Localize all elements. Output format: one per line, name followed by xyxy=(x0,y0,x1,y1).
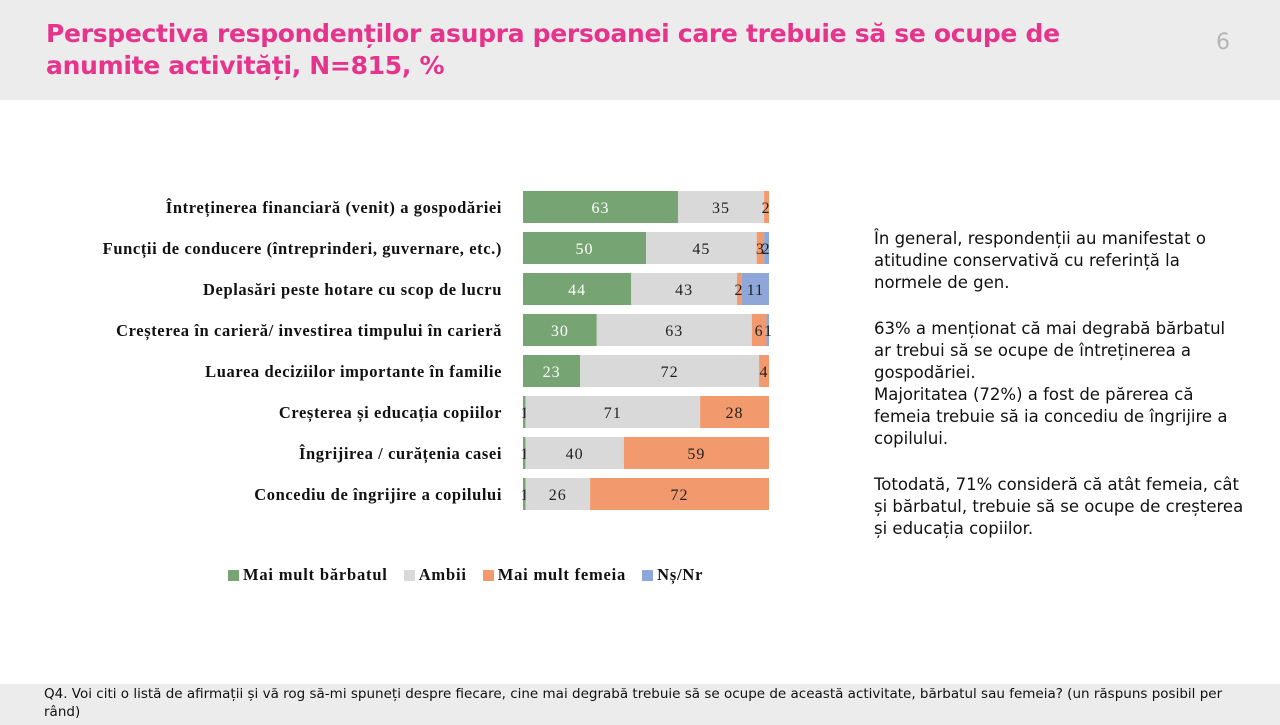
header-band xyxy=(0,0,1280,100)
bar-segment-barbatul xyxy=(523,396,526,428)
data-label-ambii: 63 xyxy=(665,323,683,340)
bar-segment-femeia xyxy=(764,191,769,223)
data-label-barbatul: 23 xyxy=(543,364,561,381)
bar-segment-ambii xyxy=(677,191,765,223)
commentary-paragraph-2a: 63% a menționat că mai degrabă bărbatul … xyxy=(874,319,1226,382)
category-label: Luarea deciziilor importante în familie xyxy=(205,362,502,381)
bar-segment-barbatul xyxy=(523,478,526,510)
data-label-femeia: 3 xyxy=(756,241,765,258)
data-label-femeia: 59 xyxy=(687,446,705,463)
category-label: Deplasări peste hotare cu scop de lucru xyxy=(203,280,502,299)
legend-item-femeia: Mai mult femeia xyxy=(482,565,627,585)
category-label: Concediu de îngrijire a copilului xyxy=(254,485,502,504)
bar-segment-barbatul xyxy=(523,273,632,305)
bar-segment-femeia xyxy=(590,478,769,510)
bar-segment-nsnr xyxy=(764,232,769,264)
data-label-femeia: 4 xyxy=(760,364,769,381)
bar-segment-femeia xyxy=(759,355,769,387)
data-label-barbatul: 1 xyxy=(521,487,530,504)
bar-segment-ambii xyxy=(646,232,757,264)
data-label-ambii: 71 xyxy=(604,405,622,422)
legend-swatch-ambii xyxy=(403,569,415,581)
legend-swatch-barbatul xyxy=(228,569,239,581)
category-label: Îngrijirea / curățenia casei xyxy=(299,444,502,464)
legend-swatch-nsnr xyxy=(642,569,654,581)
legend-label-femeia: Mai mult femeia xyxy=(497,565,627,584)
legend-label-ambii: Ambii xyxy=(418,565,467,584)
category-labels: Întreținerea financiară (venit) a gospod… xyxy=(103,198,502,504)
bar-segment-barbatul xyxy=(523,314,597,346)
legend-label-nsnr: Nș/Nr xyxy=(657,565,704,584)
data-label-femeia: 2 xyxy=(735,282,744,299)
data-label-ambii: 40 xyxy=(566,446,584,463)
bar-segment-femeia xyxy=(751,314,767,346)
legend-label-barbatul: Mai mult bărbatul xyxy=(243,565,388,584)
data-label-barbatul: 50 xyxy=(576,241,594,258)
commentary-paragraph-2b: Majoritatea (72%) a fost de părerea că f… xyxy=(874,385,1228,448)
bar-segment-ambii xyxy=(525,396,701,428)
data-label-femeia: 2 xyxy=(762,200,771,217)
data-label-barbatul: 44 xyxy=(568,282,586,299)
data-label-nsnr: 11 xyxy=(747,282,764,299)
bar-segment-barbatul xyxy=(523,191,678,223)
question-footnote: Q4. Voi citi o listă de afirmații și vă … xyxy=(44,686,1223,720)
bar-segment-ambii xyxy=(580,355,760,387)
legend-item-ambii: Ambii xyxy=(403,565,467,585)
legend-item-barbatul: Mai mult bărbatul xyxy=(228,565,388,585)
bar-segment-femeia xyxy=(700,396,769,428)
page-number: 6 xyxy=(1216,30,1230,55)
category-label: Creșterea și educația copiilor xyxy=(279,403,502,423)
bar-segment-barbatul xyxy=(523,355,581,387)
legend-item-nsnr: Nș/Nr xyxy=(642,565,703,585)
data-label-barbatul: 30 xyxy=(551,323,569,340)
bar-segment-ambii xyxy=(631,273,738,305)
chart-legend: Mai mult bărbatul Ambii Mai mult femeia … xyxy=(228,563,703,587)
category-label: Creșterea în carieră/ investirea timpulu… xyxy=(116,321,502,341)
data-label-nsnr: 1 xyxy=(764,323,773,340)
bar-segment-nsnr xyxy=(741,273,769,305)
data-label-barbatul: 63 xyxy=(591,200,609,217)
bar-segment-ambii xyxy=(525,437,624,469)
commentary-paragraph-1: În general, respondenții au manifestat o… xyxy=(874,229,1206,292)
data-label-ambii: 43 xyxy=(675,282,693,299)
data-label-ambii: 45 xyxy=(692,241,710,258)
data-label-femeia: 6 xyxy=(755,323,764,340)
data-label-nsnr: 2 xyxy=(762,241,771,258)
footer-band xyxy=(0,684,1280,725)
bar-segment-ambii xyxy=(525,478,591,510)
page-title: Perspectiva respondenților asupra persoa… xyxy=(46,19,1060,80)
data-label-barbatul: 1 xyxy=(521,405,530,422)
commentary-text: În general, respondenții au manifestat o… xyxy=(874,228,1246,540)
data-label-barbatul: 1 xyxy=(521,446,530,463)
data-label-ambii: 72 xyxy=(661,364,679,381)
bar-segment-nsnr xyxy=(766,314,769,346)
data-label-femeia: 72 xyxy=(671,487,689,504)
bar-segment-femeia xyxy=(756,232,765,264)
bar-segment-ambii xyxy=(596,314,752,346)
bar-segment-barbatul xyxy=(523,437,526,469)
commentary-paragraph-3: Totodată, 71% consideră că atât femeia, … xyxy=(874,475,1244,538)
bar-segment-barbatul xyxy=(523,232,646,264)
category-label: Întreținerea financiară (venit) a gospod… xyxy=(166,198,502,218)
bar-segment-femeia xyxy=(623,437,769,469)
data-label-femeia: 28 xyxy=(726,405,744,422)
legend-swatch-femeia xyxy=(482,569,494,581)
bar-segment-femeia xyxy=(737,273,742,305)
data-label-ambii: 26 xyxy=(549,487,567,504)
data-label-ambii: 35 xyxy=(712,200,730,217)
category-label: Funcții de conducere (întreprinderi, guv… xyxy=(103,239,502,259)
